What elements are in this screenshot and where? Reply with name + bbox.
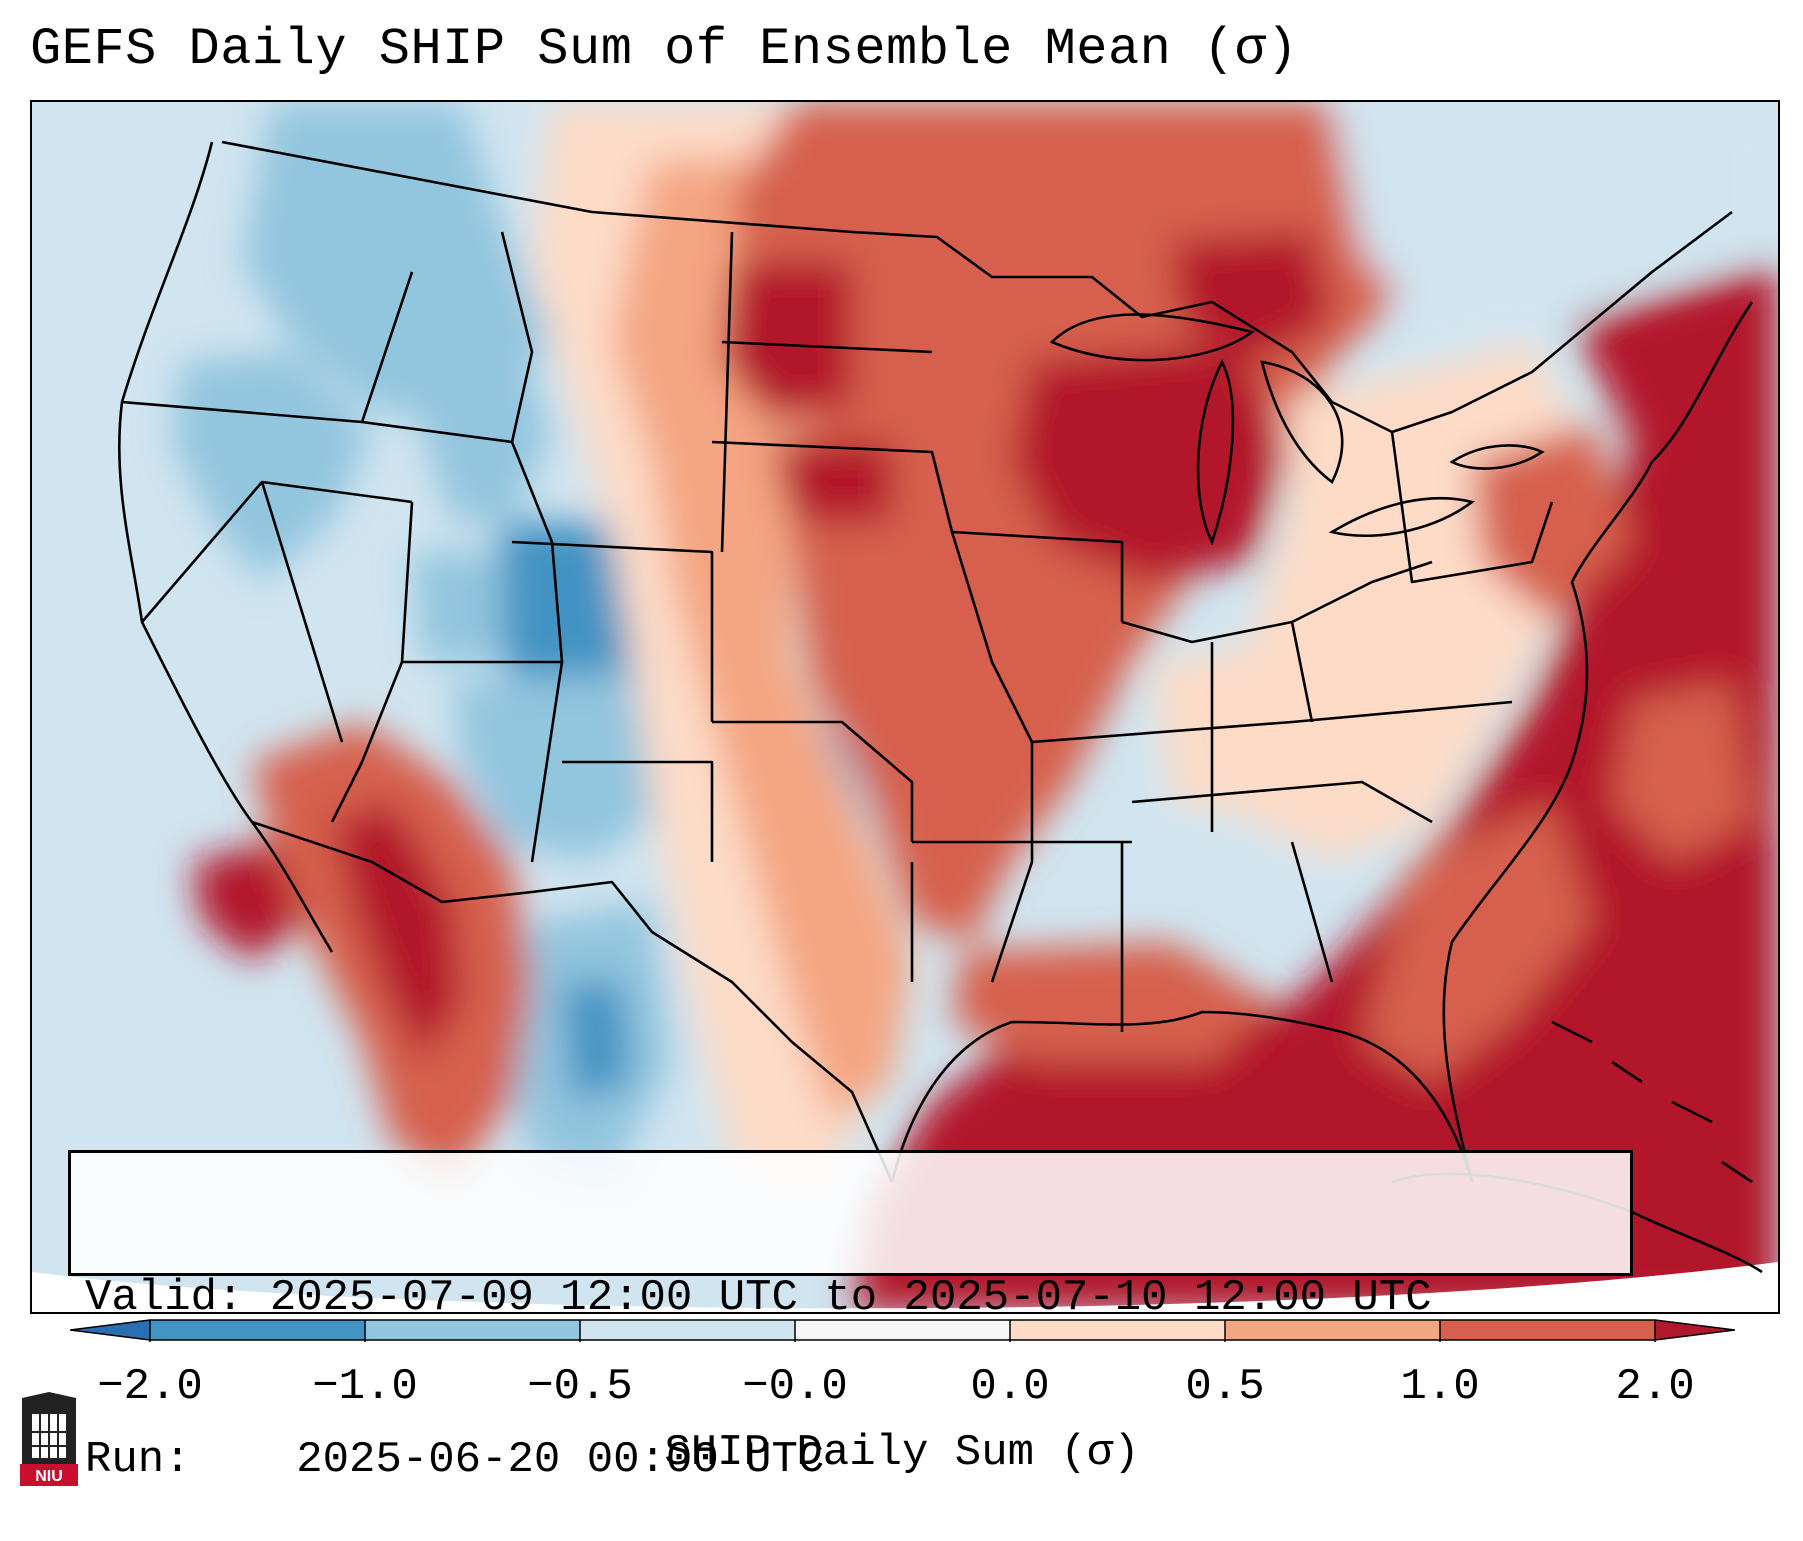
colorbar-segment — [1010, 1320, 1226, 1340]
projection-edge — [32, 1262, 1778, 1312]
anomaly-map-canvas — [32, 102, 1778, 1312]
colorbar-tick-label: −0.0 — [742, 1362, 848, 1412]
university-building-icon: NIU — [20, 1392, 78, 1486]
political-boundaries — [117, 140, 1754, 1183]
page-title: GEFS Daily SHIP Sum of Ensemble Mean (σ) — [30, 20, 1299, 79]
colorbar-outline — [70, 1319, 1735, 1341]
colorbar-segment — [580, 1320, 796, 1340]
run-value: 2025-06-20 00:00 UTC — [296, 1435, 825, 1485]
colorbar-segment — [365, 1320, 581, 1340]
colorbar-extend-high — [1655, 1320, 1735, 1340]
run-label: Run: — [85, 1435, 191, 1485]
colorbar-title: SHIP Daily Sum (σ) — [664, 1428, 1140, 1478]
valid-row: Valid: 2025-07-09 12:00 UTC to 2025-07-1… — [85, 1271, 1616, 1325]
colorbar-tick-label: 1.0 — [1400, 1362, 1480, 1412]
colorbar-segment — [1225, 1320, 1441, 1340]
great-lakes — [1049, 313, 1545, 546]
colorbar-segments — [70, 1320, 1735, 1340]
logo-text: NIU — [35, 1468, 63, 1485]
colorbar-extend-low — [70, 1320, 150, 1340]
colorbar — [70, 1319, 1735, 1342]
colorbar-ticks — [149, 1320, 1656, 1342]
colorbar-segment — [150, 1320, 366, 1340]
colorbar-tick-label: 0.0 — [970, 1362, 1050, 1412]
colorbar-tick-label: 2.0 — [1615, 1362, 1695, 1412]
colorbar-tick-label: −1.0 — [312, 1362, 418, 1412]
colorbar-segment — [1440, 1320, 1656, 1340]
valid-value: 2025-07-09 12:00 UTC to 2025-07-10 12:00… — [269, 1273, 1432, 1323]
colorbar-tick-label: −0.5 — [527, 1362, 633, 1412]
valid-run-info-box: Valid: 2025-07-09 12:00 UTC to 2025-07-1… — [68, 1150, 1633, 1485]
run-row: Run: 2025-06-20 00:00 UTC — [85, 1433, 1616, 1487]
colorbar-tick-label: −2.0 — [97, 1362, 203, 1412]
colorbar-segment — [795, 1320, 1011, 1340]
valid-label: Valid: — [85, 1273, 244, 1323]
anomaly-map — [30, 100, 1780, 1314]
colorbar-tick-label: 0.5 — [1185, 1362, 1265, 1412]
